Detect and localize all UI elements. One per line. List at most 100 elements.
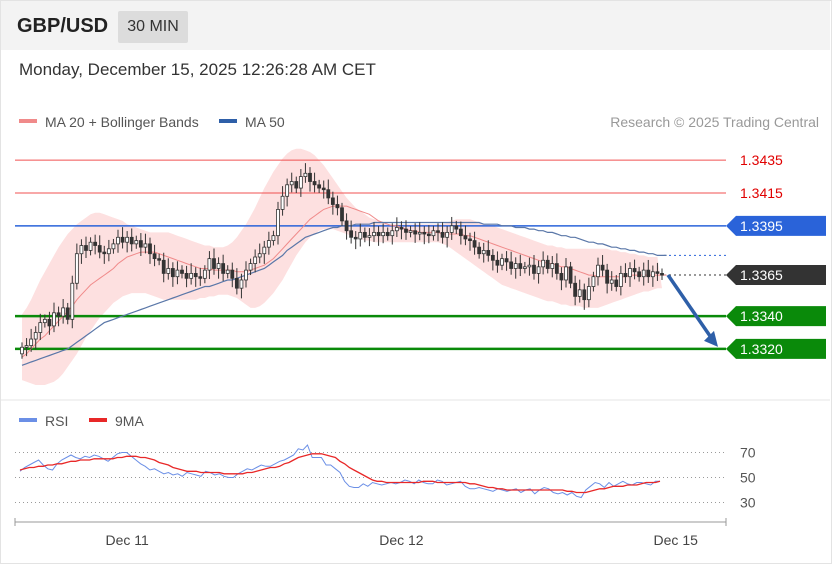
- candle: [422, 226, 427, 245]
- candle: [596, 257, 600, 286]
- candle: [234, 268, 239, 295]
- support-label: 1.3320: [740, 341, 783, 357]
- candle-body: [399, 227, 404, 230]
- candle: [655, 262, 660, 281]
- header-bar: GBP/USD 30 MIN: [1, 1, 830, 50]
- support-label: 1.3340: [740, 308, 783, 324]
- candle-body: [61, 307, 66, 317]
- candle: [385, 227, 390, 241]
- candle: [591, 271, 596, 292]
- candle: [189, 263, 194, 285]
- candle-body: [47, 318, 52, 327]
- candle-body: [426, 233, 431, 237]
- candle: [518, 254, 523, 277]
- candle: [362, 227, 367, 243]
- candle-body: [70, 282, 75, 320]
- candle: [161, 252, 166, 283]
- candle-body: [125, 236, 130, 243]
- candle: [157, 253, 162, 266]
- candle: [143, 233, 148, 254]
- candle: [609, 271, 614, 291]
- support-tag: [726, 306, 826, 327]
- candle-body: [308, 172, 312, 182]
- candle: [367, 228, 372, 247]
- candle: [97, 235, 102, 259]
- candle: [79, 239, 84, 264]
- legend-rsi: RSI: [19, 413, 68, 429]
- candle: [312, 172, 317, 193]
- candle-body: [650, 271, 655, 278]
- candle-body: [486, 250, 491, 256]
- candle: [390, 223, 395, 245]
- candle-body: [536, 266, 541, 274]
- candle-body: [559, 273, 564, 281]
- candle: [125, 231, 130, 253]
- candle: [216, 257, 221, 279]
- candle: [550, 256, 555, 278]
- candle-body: [632, 268, 637, 273]
- candle-body: [138, 240, 143, 248]
- candle: [321, 180, 326, 199]
- candle: [381, 223, 386, 244]
- candle: [372, 222, 376, 242]
- candle-body: [111, 243, 116, 250]
- candle-body: [106, 248, 111, 255]
- candle-body: [381, 231, 386, 237]
- candle: [541, 251, 546, 275]
- interval-button[interactable]: 30 MIN: [118, 11, 188, 43]
- candle: [193, 267, 198, 287]
- candle: [138, 233, 143, 257]
- candle: [623, 263, 628, 283]
- candle-body: [527, 264, 532, 268]
- legend-rsi-label: RSI: [45, 413, 69, 429]
- candle-body: [495, 259, 500, 266]
- candle-body: [285, 184, 290, 197]
- current-tag: [726, 265, 826, 286]
- candle: [116, 229, 120, 253]
- candle: [294, 176, 299, 193]
- candle: [500, 253, 504, 271]
- ma20-line: [21, 205, 667, 358]
- candle-body: [600, 264, 605, 271]
- candle-body: [303, 172, 308, 177]
- candle-body: [513, 263, 518, 269]
- candle: [618, 265, 623, 296]
- candle-body: [29, 338, 34, 347]
- candle: [413, 223, 418, 243]
- candle: [303, 163, 308, 183]
- candle: [298, 169, 303, 197]
- candle-body: [344, 220, 349, 232]
- candle-body: [541, 259, 546, 268]
- candle: [394, 217, 399, 237]
- candle: [207, 251, 212, 279]
- rsi-9ma-line: [19, 453, 661, 494]
- candle: [582, 283, 587, 310]
- candle: [111, 238, 116, 254]
- ma_level-label: 1.3395: [740, 218, 783, 234]
- candle-body: [253, 256, 258, 264]
- candle-body: [116, 236, 120, 245]
- candle: [129, 228, 134, 252]
- candle-body: [660, 273, 664, 276]
- candle-body: [88, 241, 93, 251]
- candle-body: [317, 184, 322, 189]
- candle-body: [225, 269, 230, 274]
- candle-body: [230, 269, 235, 279]
- candle: [641, 262, 646, 286]
- candle-body: [577, 289, 582, 297]
- candle: [568, 261, 573, 289]
- candle-body: [148, 243, 152, 255]
- candle-body: [372, 231, 376, 237]
- legend-ma20: MA 20 + Bollinger Bands: [19, 114, 199, 130]
- candle-body: [564, 266, 568, 281]
- candle: [317, 179, 322, 193]
- candle: [399, 221, 404, 240]
- ma20-swatch: [19, 119, 37, 124]
- candle-body: [239, 279, 244, 289]
- candle: [20, 342, 24, 359]
- candle: [93, 234, 98, 255]
- candle: [61, 299, 66, 324]
- candle-body: [463, 235, 468, 240]
- time-tick-label: Dec 15: [654, 532, 699, 548]
- candle: [468, 232, 472, 251]
